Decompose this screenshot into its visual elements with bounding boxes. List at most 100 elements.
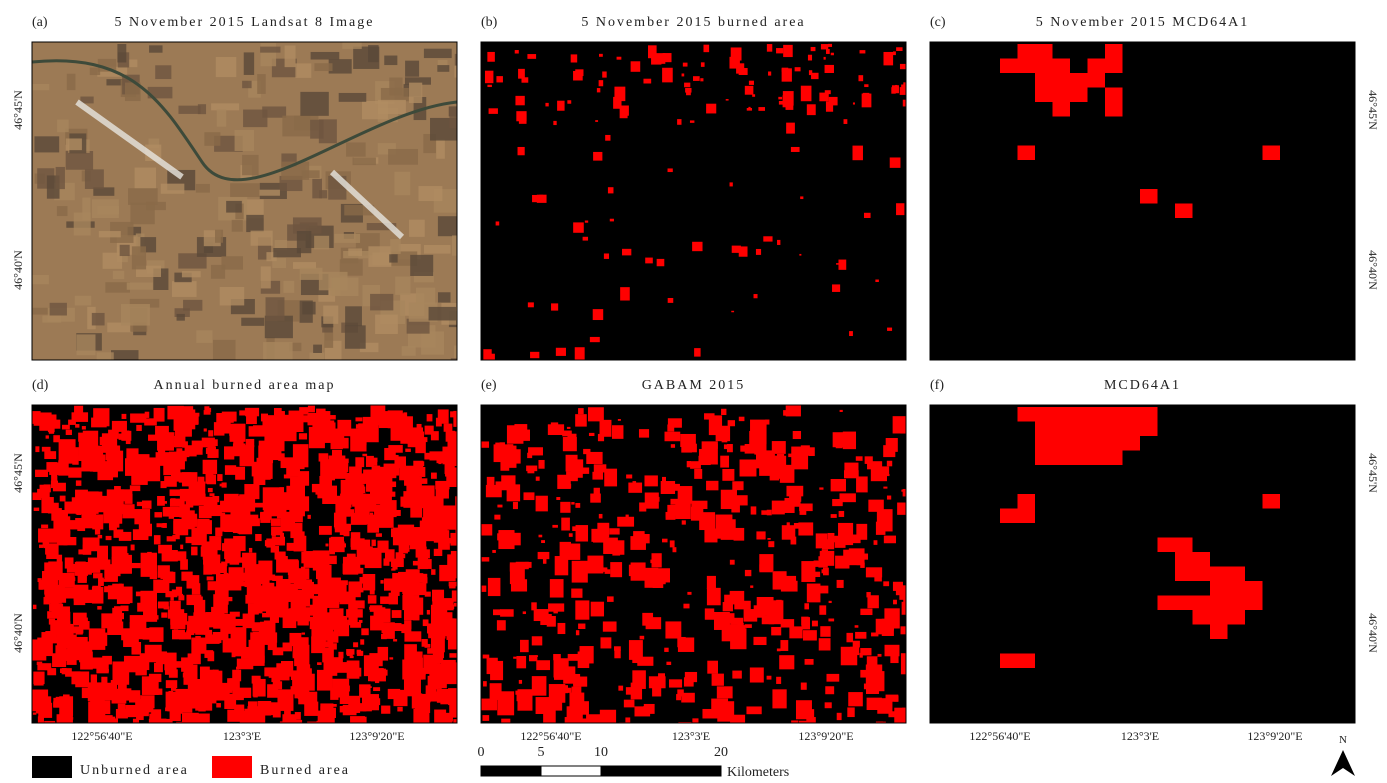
scale-segment [601,766,721,776]
burned-area [669,679,682,687]
burned-area [112,421,127,432]
burned-area [620,287,630,300]
burned-area [95,414,104,427]
field [92,199,119,218]
burned-area [613,540,624,554]
field [334,234,360,243]
field [370,294,393,311]
burned-area [526,466,537,472]
burned-area [626,687,640,695]
field [297,231,311,253]
field [257,74,266,94]
burned-area [280,428,297,441]
burned-area [36,696,51,713]
burned-area [205,635,219,644]
burned-area [567,434,576,447]
field [368,45,379,62]
burned-area [825,90,831,94]
burned-area [113,529,123,537]
burned-pixel [1035,73,1053,88]
burned-area [565,484,571,488]
burned-pixel [1000,654,1018,669]
panel-label: (b) [481,15,498,30]
burned-area [427,648,438,654]
field [66,138,82,150]
burned-area [860,670,866,678]
field [310,120,323,139]
burned-area [634,706,650,716]
burned-area [652,683,661,696]
burned-pixel [1140,422,1158,437]
burned-area [41,525,48,529]
burned-area [871,633,878,637]
burned-area [626,474,632,478]
field [260,47,280,53]
burned-area [181,572,192,581]
burned-area [436,418,442,427]
burned-area [640,636,645,640]
burned-pixel [1053,59,1071,74]
burned-area [801,683,807,690]
burned-area [701,62,705,67]
burned-area [175,523,188,536]
burned-area [816,533,828,548]
burned-area [160,481,166,488]
map-panel [481,42,913,368]
burned-area [568,654,579,661]
burned-area [259,441,269,452]
map-panel [481,405,919,739]
burned-area [271,518,281,526]
burned-area [410,582,427,595]
burned-area [297,415,309,422]
burned-area [777,648,781,651]
burned-area [47,611,60,618]
field [429,307,456,321]
burned-area [702,441,718,464]
field [375,315,398,334]
burned-area [745,624,752,628]
burned-pixel [1018,146,1036,161]
burned-area [176,722,182,726]
latitude-label: 46°45'N [1366,90,1380,130]
burned-area [445,461,455,474]
burned-area [119,434,129,440]
burned-area [553,608,557,613]
longitude-label: 123°3'E [223,729,261,743]
burned-area [893,51,896,55]
burned-area [694,348,700,357]
field [260,190,280,196]
burned-pixel [1210,610,1228,625]
field [75,296,91,306]
burned-pixel [1053,102,1071,117]
burned-area [642,613,653,626]
burned-area [181,436,185,438]
burned-area [50,590,66,603]
burned-area [252,676,261,684]
burned-area [72,455,78,465]
burned-area [847,707,854,717]
burned-area [833,432,849,447]
field [409,83,422,103]
burned-area [165,572,176,583]
latitude-label: 46°45'N [11,90,25,130]
burned-area [268,490,278,503]
burned-area [497,620,506,630]
burned-area [338,652,343,659]
burned-area [516,111,526,121]
burned-area [142,500,152,508]
burned-area [702,709,717,719]
burned-area [768,541,774,547]
burned-area [643,79,651,84]
burned-area [803,630,817,640]
burned-area [297,664,311,680]
burned-area [781,576,796,591]
burned-area [896,203,904,215]
burned-area [828,619,834,622]
burned-area [346,649,354,655]
burned-area [831,479,846,491]
field [261,266,271,288]
burned-area [405,646,414,653]
burned-area [74,589,86,606]
burned-area [278,411,285,419]
burned-area [149,627,163,642]
